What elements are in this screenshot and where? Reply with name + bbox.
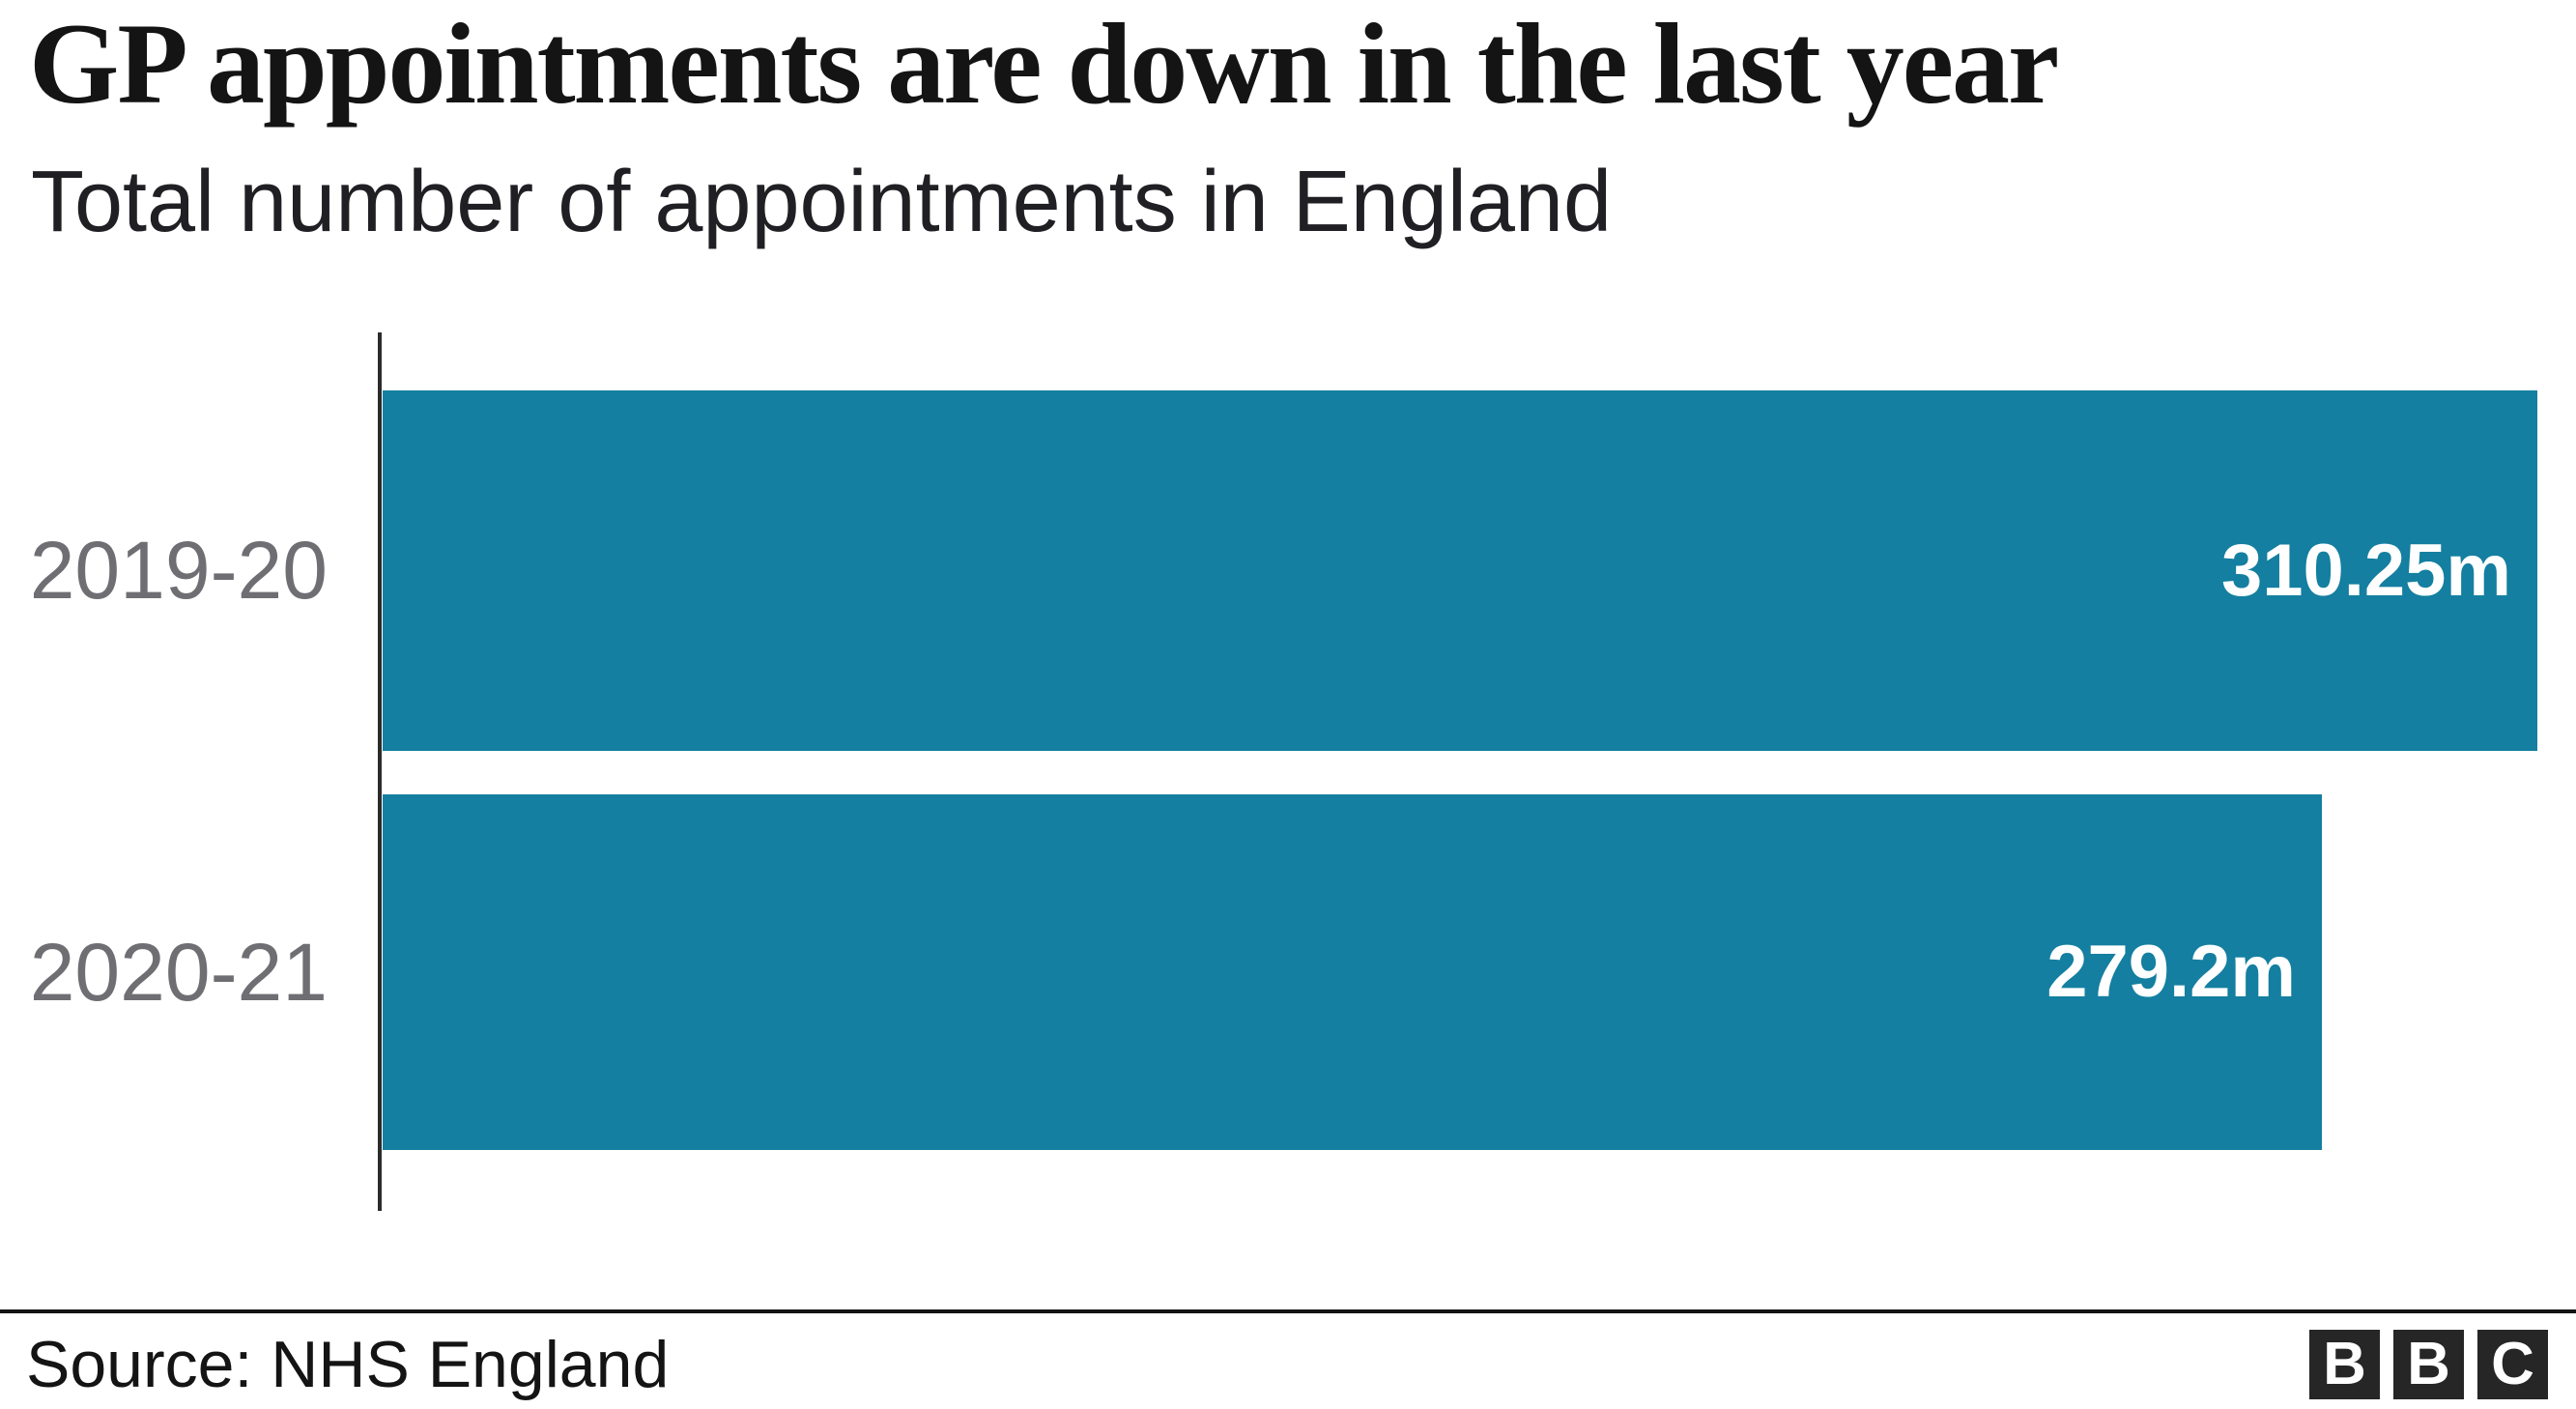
bar-2020-21: 279.2m [383, 794, 2322, 1150]
footer-divider [0, 1309, 2576, 1313]
category-label-2020-21: 2020-21 [29, 926, 328, 1018]
category-label-2019-20: 2019-20 [29, 525, 328, 616]
y-axis-line [378, 332, 382, 1211]
chart-title: GP appointments are down in the last yea… [29, 0, 2059, 128]
bbc-logo: B B C [2309, 1330, 2548, 1399]
source-text: Source: NHS England [26, 1328, 670, 1401]
bbc-logo-letter: B [2323, 1331, 2366, 1397]
bar-value-label: 310.25m [2220, 529, 2511, 612]
bar-value-label: 279.2m [2046, 931, 2296, 1013]
chart-subtitle: Total number of appointments in England [31, 154, 1613, 250]
bbc-logo-letter: C [2491, 1331, 2534, 1397]
bar-2019-20: 310.25m [383, 390, 2537, 751]
bbc-logo-square: B [2393, 1330, 2464, 1399]
bbc-logo-square: B [2309, 1330, 2380, 1399]
bbc-logo-letter: B [2407, 1331, 2450, 1397]
bbc-logo-square: C [2477, 1330, 2548, 1399]
